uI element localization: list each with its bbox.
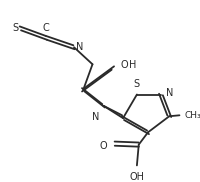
Text: O: O bbox=[120, 60, 127, 70]
Text: N: N bbox=[91, 112, 98, 122]
Text: N: N bbox=[166, 88, 173, 98]
Text: S: S bbox=[133, 79, 139, 89]
Text: C: C bbox=[43, 23, 49, 33]
Text: OH: OH bbox=[129, 172, 144, 182]
Text: N: N bbox=[75, 42, 83, 52]
Text: O: O bbox=[99, 141, 107, 151]
Text: CH₃: CH₃ bbox=[183, 111, 200, 120]
Text: S: S bbox=[12, 23, 18, 33]
Text: H: H bbox=[129, 60, 136, 70]
